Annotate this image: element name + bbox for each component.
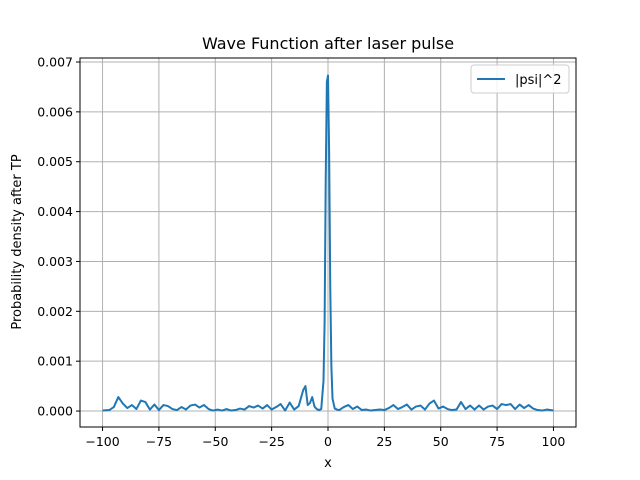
legend-label-psi: |psi|^2 xyxy=(515,73,562,88)
y-axis-label: Probability density after TP xyxy=(10,154,25,329)
x-tick-label: 25 xyxy=(376,434,392,449)
chart-title: Wave Function after laser pulse xyxy=(202,34,454,53)
y-tick-label: 0.005 xyxy=(37,154,73,169)
y-tick-label: 0.006 xyxy=(37,104,73,119)
x-tick-label: −50 xyxy=(202,434,228,449)
y-tick-label: 0.001 xyxy=(37,354,73,369)
y-tick-label: 0.002 xyxy=(37,304,73,319)
series-line-psi xyxy=(102,74,554,412)
x-tick-label: 100 xyxy=(542,434,566,449)
x-tick-label: 50 xyxy=(433,434,449,449)
legend-box xyxy=(470,64,570,94)
x-tick-label: −25 xyxy=(258,434,284,449)
x-tick-label: −75 xyxy=(146,434,172,449)
x-axis-label: x xyxy=(324,456,332,471)
y-tick-label: 0.000 xyxy=(37,404,73,419)
series-layer xyxy=(102,74,554,412)
legend: |psi|^2 xyxy=(470,64,570,94)
y-tick-label: 0.007 xyxy=(37,54,73,69)
y-tick-label: 0.004 xyxy=(37,204,73,219)
x-tick-label: −100 xyxy=(85,434,119,449)
plot-area: −100 −75 −50 −25 0 25 50 75 100 0.0000.0010.0020… xyxy=(37,54,577,449)
x-tick-label: 0 xyxy=(324,434,332,449)
x-tick-label: 75 xyxy=(489,434,505,449)
y-tick-label: 0.003 xyxy=(37,254,73,269)
x-axis-ticks: −100 −75 −50 −25 0 25 50 75 100 xyxy=(85,427,565,449)
y-axis-ticks: 0.000 0.001 0.002 0.003 0.004 0.005 0.006 0.007 xyxy=(37,54,80,419)
